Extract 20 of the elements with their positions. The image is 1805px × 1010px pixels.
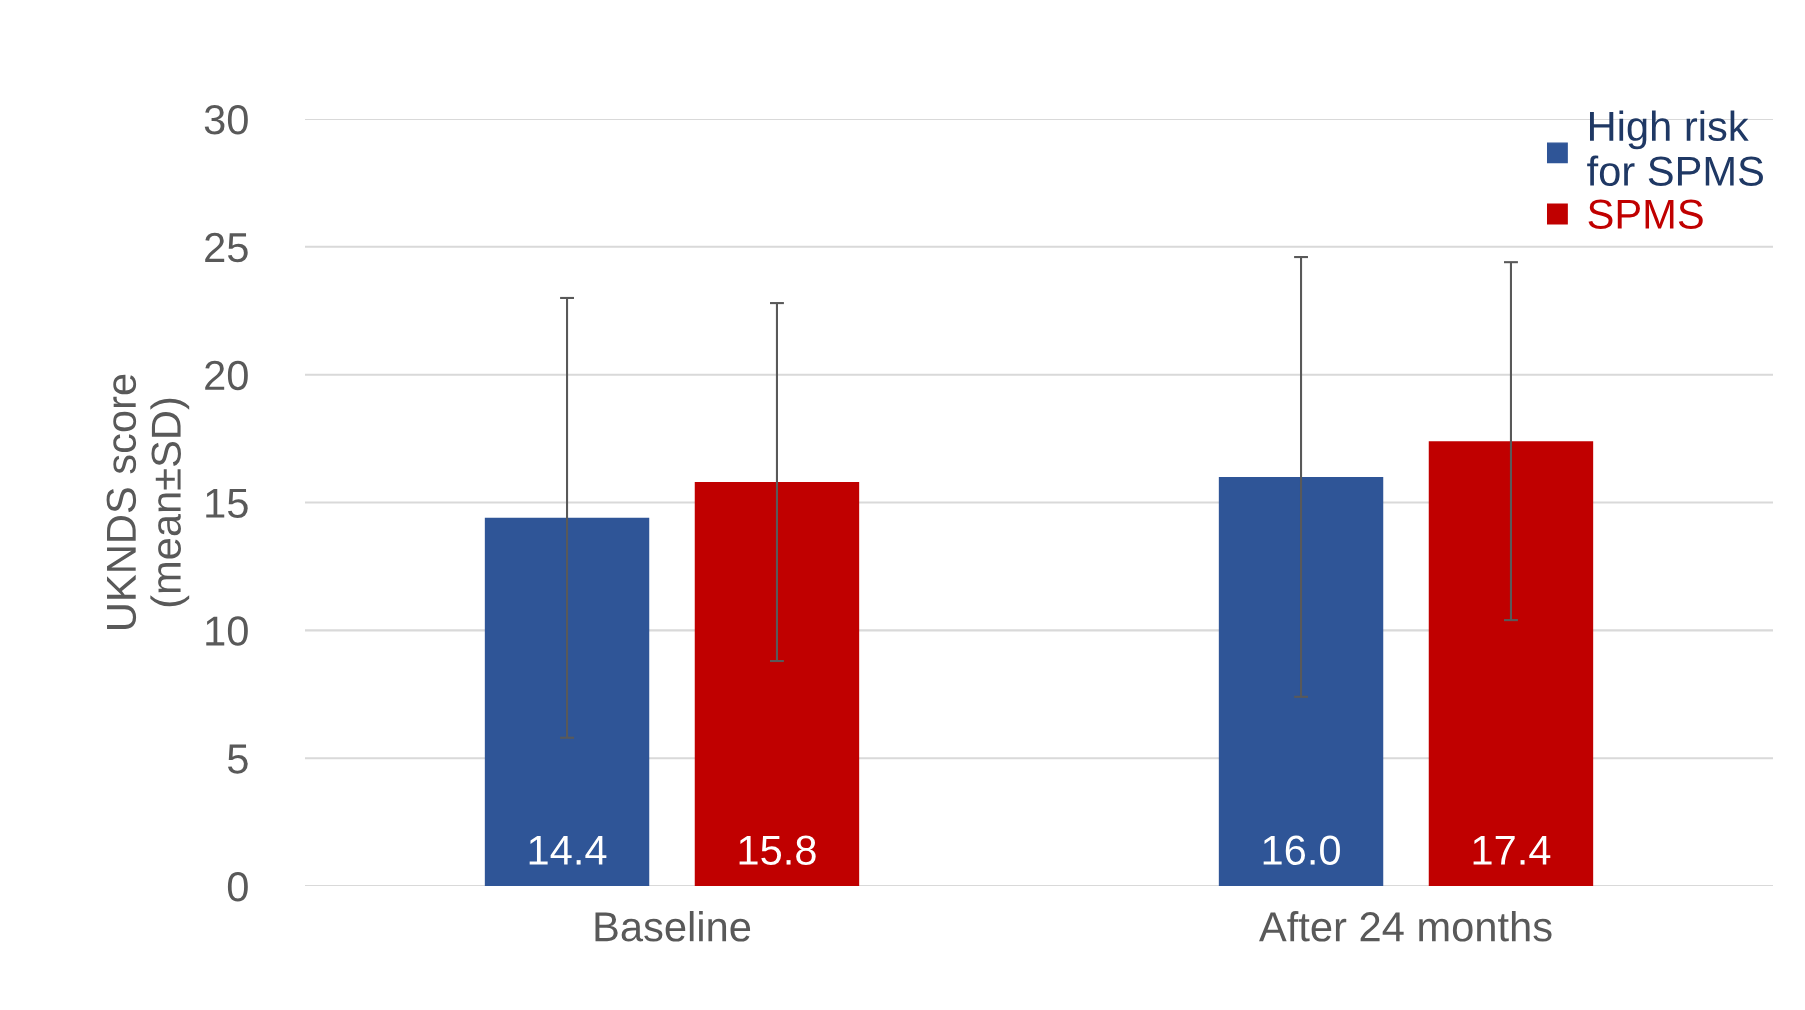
data-label: 14.4 [529, 835, 607, 865]
legend-label: SPMS [1588, 199, 1703, 229]
y-tick-label: 0 [227, 872, 248, 902]
data-label: 16.0 [1263, 835, 1340, 865]
bar [1428, 441, 1594, 886]
y-tick-label: 15 [206, 488, 248, 519]
y-tick-label: 25 [205, 232, 248, 263]
x-tick-label: After 24 months [1259, 911, 1552, 942]
bar [694, 482, 860, 886]
y-tick-label: 20 [205, 360, 248, 391]
legend-label: High risk for SPMS [1587, 110, 1763, 186]
x-tick-label: Baseline [595, 911, 751, 942]
data-label: 15.8 [739, 835, 816, 865]
bar [1218, 476, 1384, 886]
y-tick-label: 30 [204, 105, 248, 135]
y-axis-title: UKNDS score (mean±SD) [106, 374, 190, 629]
y-tick-label: 10 [206, 616, 248, 646]
y-tick-label: 5 [227, 744, 248, 774]
data-label: 17.4 [1473, 835, 1551, 865]
bar [484, 517, 650, 886]
